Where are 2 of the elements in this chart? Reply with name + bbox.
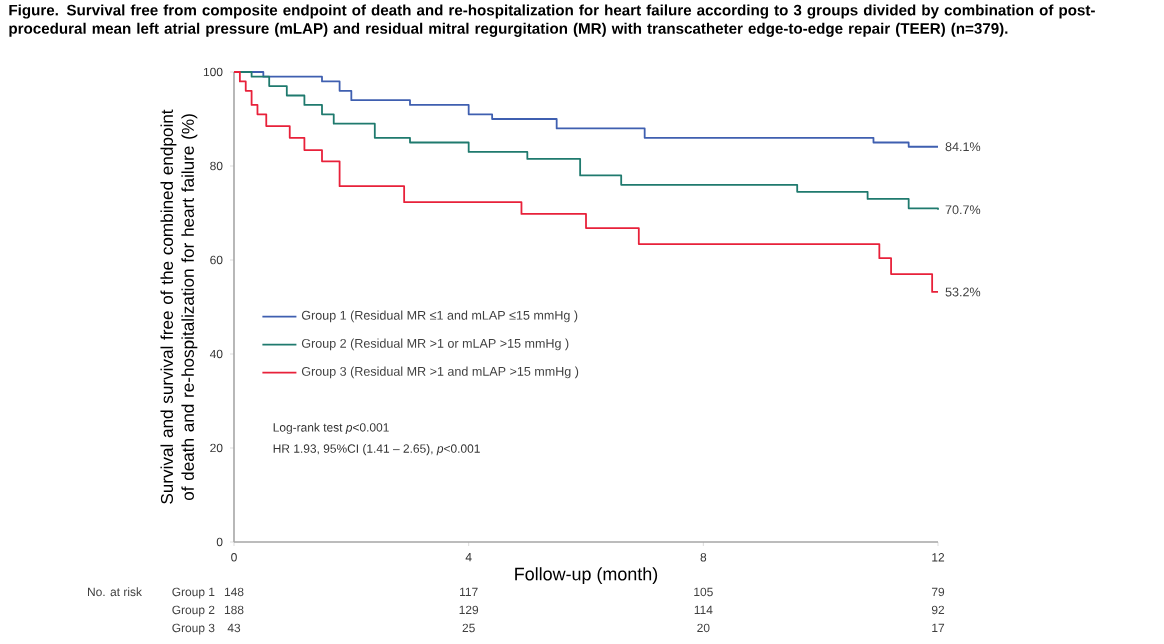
y-axis-title: Survival and survival free of the combined endpoint of death and re-hospitalization for heart failure (%) — [160, 109, 198, 504]
x-axis-title: Follow-up (month) — [515, 567, 658, 584]
